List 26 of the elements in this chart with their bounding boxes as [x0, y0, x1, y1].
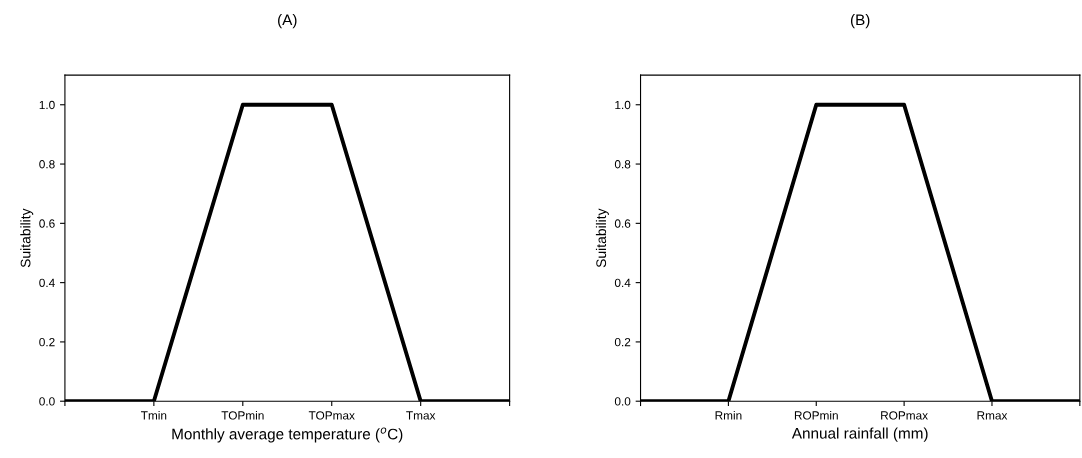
y-axis-title: Suitability	[595, 208, 609, 268]
y-tick-label: 0.6	[614, 219, 631, 228]
x-tick-label: TOPmax	[308, 411, 355, 420]
y-tick-label: 0.8	[614, 160, 631, 169]
x-axis-title: Annual rainfall (mm)	[791, 427, 928, 442]
y-tick-label: 1.0	[39, 100, 55, 110]
y-tick-label: 0.0	[39, 397, 55, 406]
x-tick-label: Rmax	[977, 411, 1008, 420]
y-tick-label: 0.6	[39, 219, 55, 228]
y-tick-label: 0.2	[614, 337, 631, 347]
x-tick-label: Tmin	[141, 410, 167, 420]
x-axis-title: Monthly average temperature ($^{o}$C)	[172, 427, 403, 443]
y-tick-label: 0.4	[39, 278, 55, 288]
y-tick-label: 0.0	[614, 397, 631, 406]
x-tick-label: ROPmin	[794, 410, 838, 420]
x-tick-label: Rmin	[715, 410, 742, 420]
x-tick-label: Tmax	[406, 411, 436, 420]
chart-title: (B)	[850, 14, 870, 29]
y-tick-label: 0.2	[39, 337, 55, 347]
y-tick-label: 1.0	[615, 100, 631, 110]
x-tick-label: ROPmax	[881, 411, 928, 420]
chart-title: (A)	[278, 14, 297, 29]
y-tick-label: 0.4	[614, 278, 631, 288]
y-axis-title: Suitability	[20, 208, 34, 268]
x-tick-label: TOPmin	[221, 410, 264, 420]
y-tick-label: 0.8	[39, 160, 55, 169]
